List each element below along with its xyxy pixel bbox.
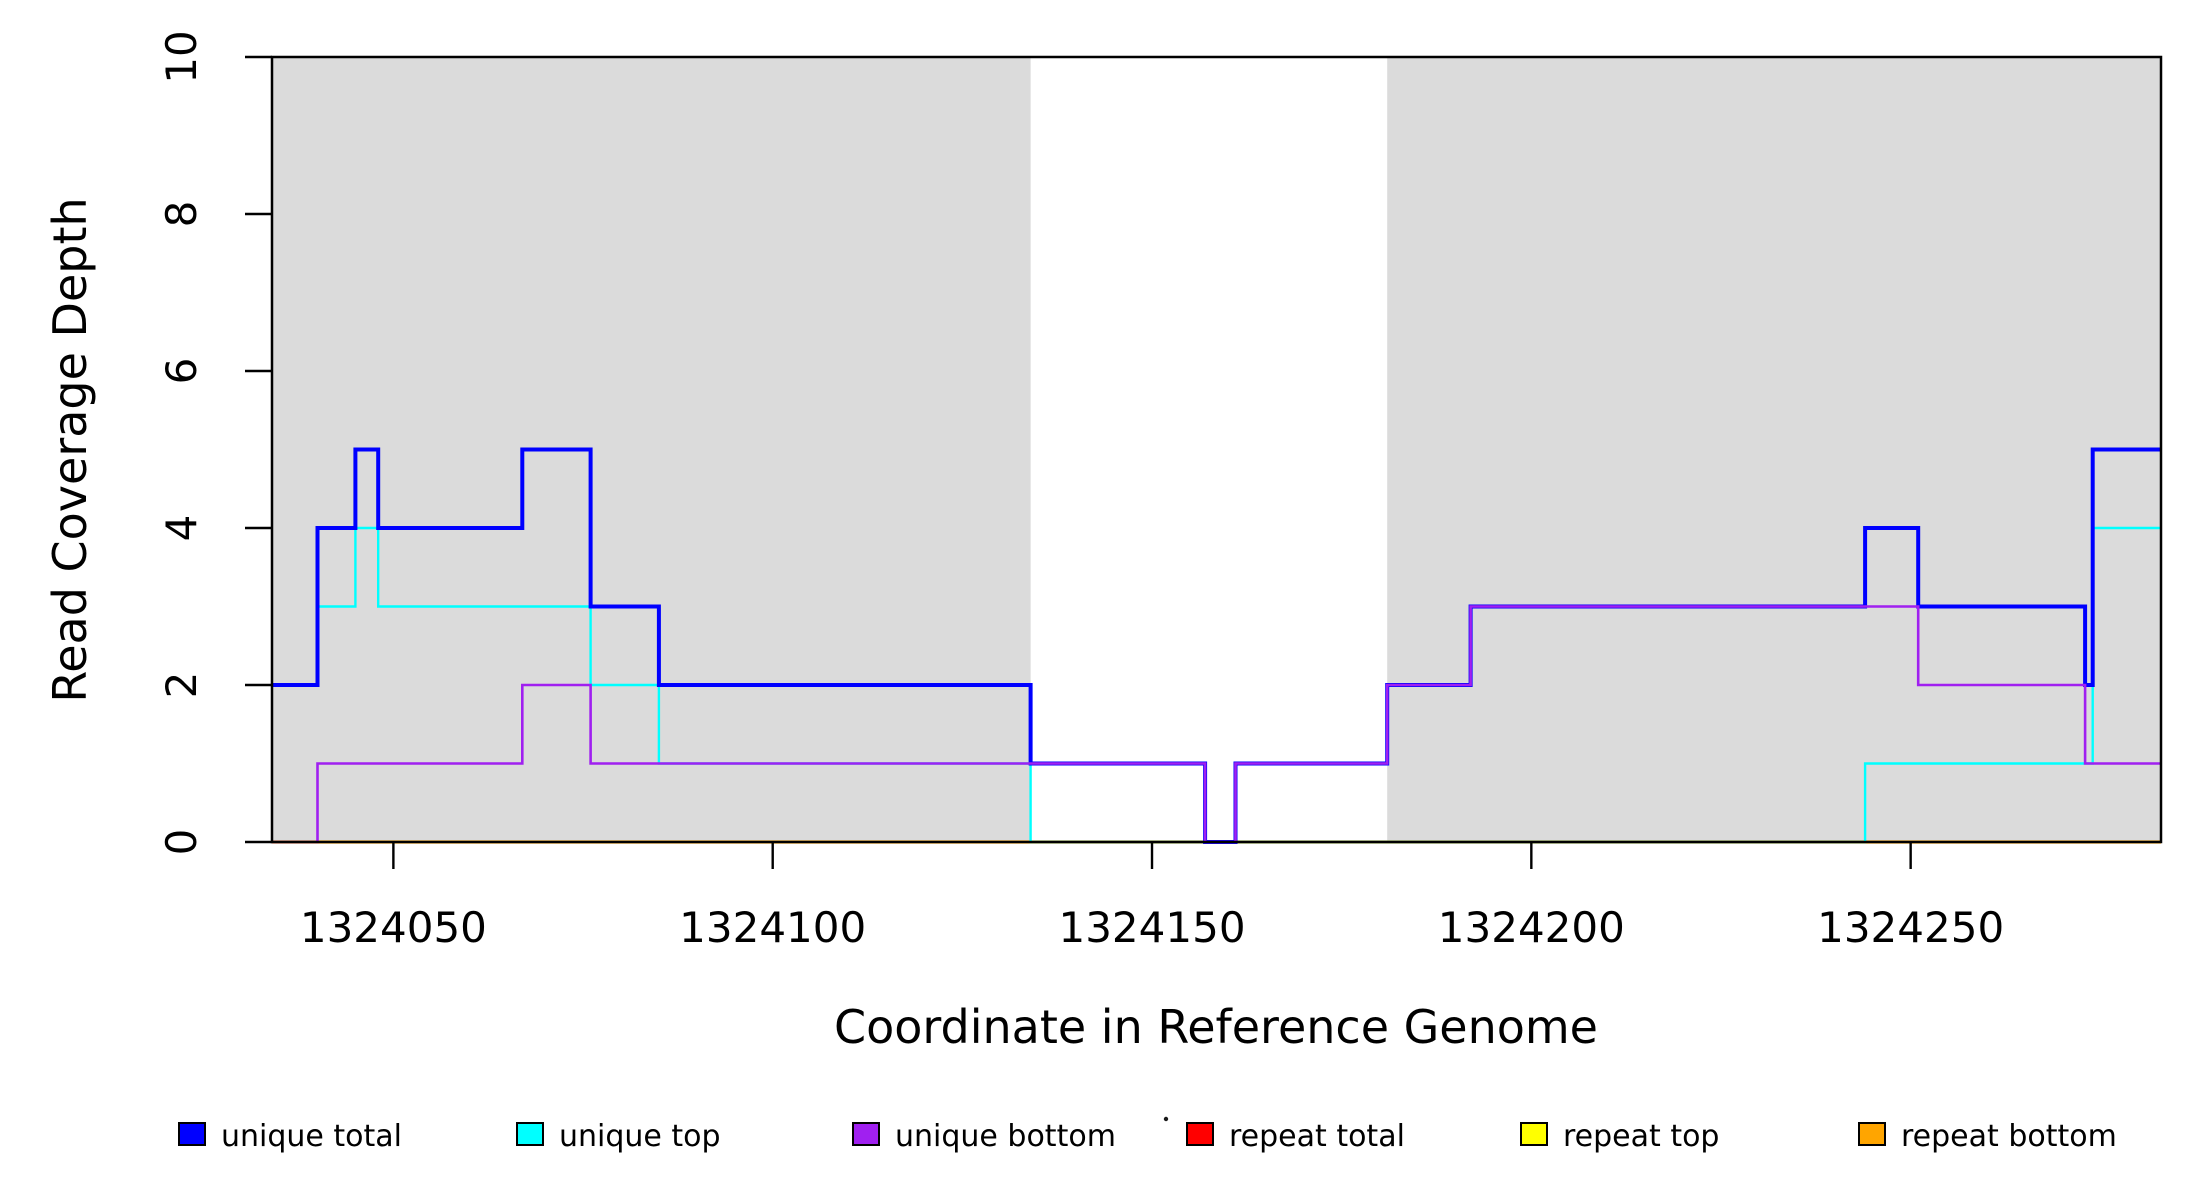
legend-swatch-repeat-total xyxy=(1186,1122,1214,1146)
legend-item-unique-total: unique total xyxy=(178,1119,402,1154)
unique-top-line xyxy=(272,526,2161,844)
x-tick-label: 1324200 xyxy=(1438,903,1625,952)
x-tick-label: 1324100 xyxy=(679,903,866,952)
legend-label-unique-total: unique total xyxy=(221,1119,402,1154)
legend-swatch-unique-top xyxy=(516,1122,544,1146)
shaded-region-right xyxy=(1387,57,2161,842)
y-tick-label: 4 xyxy=(157,515,206,542)
x-tick-label: 1324250 xyxy=(1817,903,2004,952)
legend-label-unique-top: unique top xyxy=(559,1119,721,1154)
plot-frame-layer xyxy=(270,55,2163,844)
legend-item-unique-top: unique top xyxy=(516,1119,721,1154)
legend-layer: unique total unique top unique bottom repea… xyxy=(178,1116,2117,1154)
y-tick-label: 10 xyxy=(157,30,206,83)
legend-label-unique-bottom: unique bottom xyxy=(895,1119,1116,1154)
legend-label-repeat-top: repeat top xyxy=(1563,1119,1719,1154)
stray-dot-artifact xyxy=(1163,1116,1169,1122)
axes-layer: 1324050 1324100 1324150 1324200 1324250 0 2 4 6 8… xyxy=(157,30,2004,952)
legend-item-unique-bottom: unique bottom xyxy=(852,1119,1116,1154)
legend-swatch-repeat-top xyxy=(1520,1122,1548,1146)
y-tick-label: 0 xyxy=(157,829,206,856)
legend-item-repeat-bottom: repeat bottom xyxy=(1858,1119,2117,1154)
legend-swatch-unique-total xyxy=(178,1122,206,1146)
legend-item-repeat-top: repeat top xyxy=(1520,1119,1719,1154)
legend-label-repeat-bottom: repeat bottom xyxy=(1901,1119,2117,1154)
x-axis-title: Coordinate in Reference Genome xyxy=(834,1000,1598,1054)
shaded-regions-layer xyxy=(272,57,2161,842)
plot-box xyxy=(270,55,2163,844)
unique-bottom-line xyxy=(272,605,2161,844)
shaded-region-left xyxy=(272,57,1031,842)
legend-swatch-unique-bottom xyxy=(852,1122,880,1146)
legend-item-repeat-total: repeat total xyxy=(1186,1119,1405,1154)
legend-label-repeat-total: repeat total xyxy=(1229,1119,1405,1154)
y-tick-label: 6 xyxy=(157,358,206,385)
legend-swatch-repeat-bottom xyxy=(1858,1122,1886,1146)
x-tick-label: 1324050 xyxy=(300,903,487,952)
y-tick-label: 8 xyxy=(157,201,206,228)
x-tick-label: 1324150 xyxy=(1058,903,1245,952)
y-axis-title: Read Coverage Depth xyxy=(43,197,97,702)
y-tick-label: 2 xyxy=(157,672,206,699)
